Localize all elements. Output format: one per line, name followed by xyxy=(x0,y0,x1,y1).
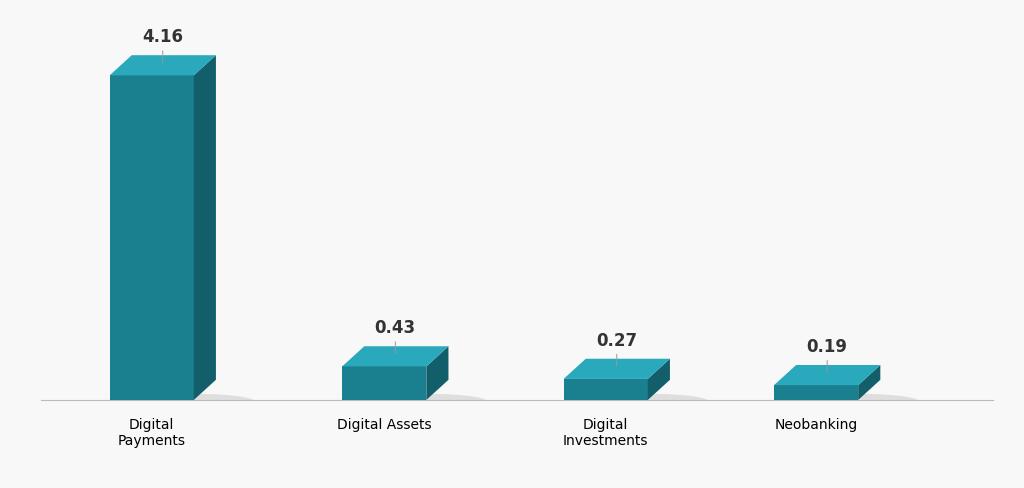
Text: 0.19: 0.19 xyxy=(807,337,848,372)
Polygon shape xyxy=(110,56,216,76)
Ellipse shape xyxy=(143,394,257,412)
Polygon shape xyxy=(426,346,449,400)
Polygon shape xyxy=(563,359,670,379)
Polygon shape xyxy=(342,346,449,366)
Polygon shape xyxy=(774,365,881,386)
Text: 0.27: 0.27 xyxy=(596,331,637,366)
Ellipse shape xyxy=(808,394,922,412)
Bar xyxy=(110,76,194,400)
Polygon shape xyxy=(648,359,670,400)
Bar xyxy=(563,379,648,400)
Text: 4.16: 4.16 xyxy=(142,28,183,63)
Ellipse shape xyxy=(598,394,712,412)
Text: 0.43: 0.43 xyxy=(375,319,416,354)
Bar xyxy=(774,386,858,400)
Polygon shape xyxy=(194,56,216,400)
Bar xyxy=(342,366,426,400)
Ellipse shape xyxy=(376,394,489,412)
Polygon shape xyxy=(858,365,881,400)
